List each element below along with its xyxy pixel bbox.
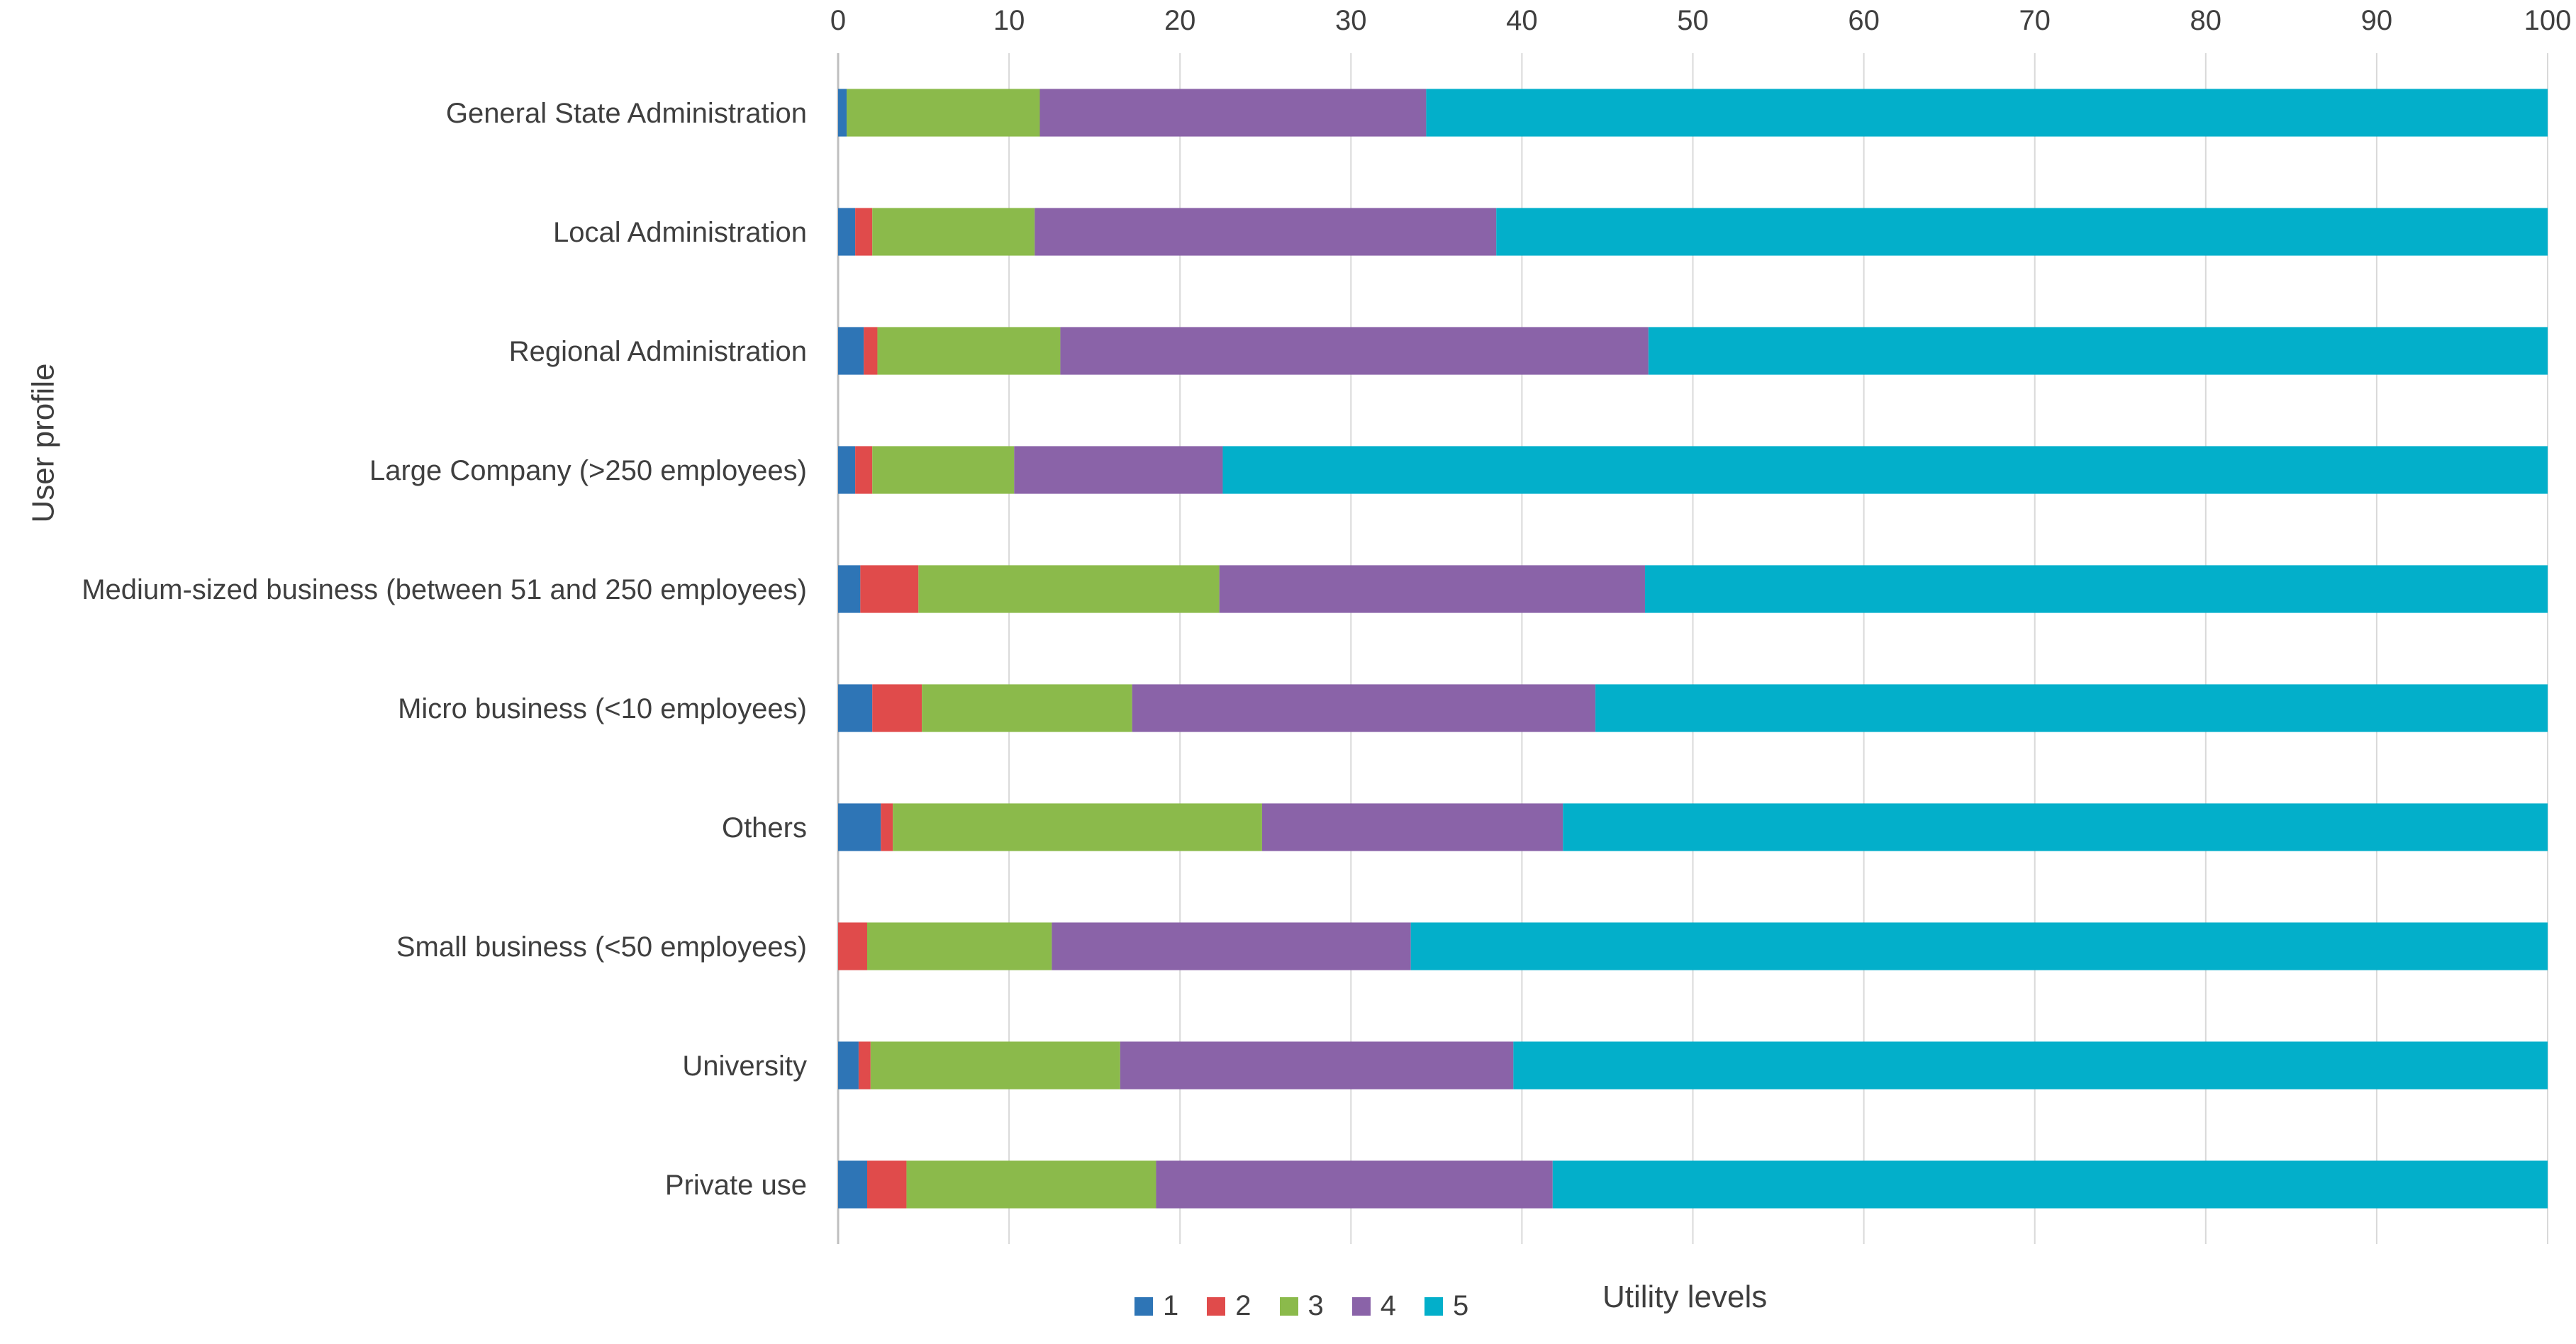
y-axis-categories: General State Administration Local Admini… xyxy=(82,98,807,1201)
category-label: Private use xyxy=(665,1170,807,1201)
bar-segment-level-5 xyxy=(1644,565,2548,613)
bars xyxy=(838,89,2548,1209)
bar-segment-level-2 xyxy=(872,684,922,732)
bar-segment-level-1 xyxy=(838,565,861,613)
bar-segment-level-4 xyxy=(1132,684,1596,732)
bar-segment-level-5 xyxy=(1552,1160,2548,1209)
bar-segment-level-1 xyxy=(838,684,873,732)
bar-segment-level-1 xyxy=(838,208,856,256)
category-label: Micro business (<10 employees) xyxy=(398,693,807,724)
bar-segment-level-2 xyxy=(866,1160,907,1209)
legend-item: 4 xyxy=(1351,1290,1396,1322)
bar-segment-level-5 xyxy=(1513,1041,2548,1090)
y-axis-title: User profile xyxy=(26,364,61,523)
bar-segment-level-3 xyxy=(906,1160,1156,1209)
bar-segment-level-5 xyxy=(1595,684,2548,732)
bar-segment-level-3 xyxy=(866,922,1052,970)
category-label: Local Administration xyxy=(553,217,807,248)
legend-swatch xyxy=(1134,1297,1153,1316)
bar-segment-level-1 xyxy=(838,89,847,137)
x-tick-label: 40 xyxy=(1506,5,1538,36)
bar-segment-level-3 xyxy=(872,208,1035,256)
bar-segment-level-3 xyxy=(847,89,1040,137)
legend-label: 5 xyxy=(1453,1290,1469,1321)
legend-swatch xyxy=(1351,1297,1371,1316)
category-label: Large Company (>250 employees) xyxy=(369,455,807,486)
bar-segment-level-5 xyxy=(1222,446,2548,494)
bar-segment-level-4 xyxy=(1120,1041,1514,1090)
bar-segment-level-3 xyxy=(922,684,1132,732)
category-label: Small business (<50 employees) xyxy=(396,931,807,963)
x-tick-label: 50 xyxy=(1677,5,1709,36)
x-tick-label: 90 xyxy=(2361,5,2393,36)
bar-segment-level-2 xyxy=(858,1041,871,1090)
legend-label: 2 xyxy=(1235,1290,1251,1321)
bar-segment-level-4 xyxy=(1060,327,1649,375)
x-tick-label: 70 xyxy=(2019,5,2051,36)
legend-swatch xyxy=(1207,1297,1226,1316)
bar-segment-level-3 xyxy=(872,446,1015,494)
bar-segment-level-3 xyxy=(877,327,1061,375)
bar-segment-level-4 xyxy=(1039,89,1427,137)
bar-segment-level-4 xyxy=(1052,922,1411,970)
legend-item: 5 xyxy=(1424,1290,1468,1322)
bar-segment-level-3 xyxy=(870,1041,1120,1090)
bar-segment-level-1 xyxy=(838,1160,867,1209)
bar-segment-level-2 xyxy=(855,446,873,494)
x-tick-label: 100 xyxy=(2524,5,2572,36)
bar-segment-level-2 xyxy=(860,565,919,613)
legend-item: 3 xyxy=(1279,1290,1324,1322)
x-tick-label: 0 xyxy=(830,5,846,36)
bar-segment-level-1 xyxy=(838,803,881,851)
x-axis-title: Utility levels xyxy=(1602,1279,1767,1315)
bar-segment-level-5 xyxy=(1410,922,2548,970)
x-axis-title-text: Utility levels xyxy=(1602,1279,1768,1314)
legend-label: 3 xyxy=(1307,1290,1324,1321)
legend-label: 1 xyxy=(1163,1290,1179,1321)
bar-segment-level-3 xyxy=(918,565,1220,613)
category-label: General State Administration xyxy=(446,98,807,129)
bar-segment-level-2 xyxy=(838,922,867,970)
bar-segment-level-2 xyxy=(881,803,893,851)
bar-segment-level-1 xyxy=(838,1041,859,1090)
x-tick-label: 60 xyxy=(1848,5,1880,36)
category-label: Others xyxy=(722,812,807,844)
bar-segment-level-5 xyxy=(1648,327,2548,375)
legend-label: 4 xyxy=(1380,1290,1396,1321)
bar-segment-level-4 xyxy=(1156,1160,1553,1209)
bar-segment-level-1 xyxy=(838,446,856,494)
bar-segment-level-2 xyxy=(855,208,873,256)
bar-segment-level-2 xyxy=(864,327,878,375)
legend: 1 2 3 4 5 xyxy=(1134,1290,1468,1322)
bar-segment-level-4 xyxy=(1261,803,1563,851)
bar-segment-level-3 xyxy=(893,803,1262,851)
bar-segment-level-5 xyxy=(1563,803,2548,851)
bar-segment-level-1 xyxy=(838,327,864,375)
legend-item: 2 xyxy=(1207,1290,1251,1322)
category-label: Medium-sized business (between 51 and 25… xyxy=(82,574,807,605)
x-tick-label: 80 xyxy=(2190,5,2222,36)
bar-segment-level-5 xyxy=(1426,89,2548,137)
bar-segment-level-4 xyxy=(1219,565,1645,613)
bar-segment-level-4 xyxy=(1014,446,1223,494)
category-label: Regional Administration xyxy=(509,336,807,367)
x-tick-label: 30 xyxy=(1335,5,1367,36)
x-tick-label: 10 xyxy=(993,5,1025,36)
legend-item: 1 xyxy=(1134,1290,1178,1322)
bar-segment-level-4 xyxy=(1035,208,1497,256)
category-label: University xyxy=(682,1051,807,1082)
x-axis-ticks: 0 10 20 30 40 50 60 70 80 90 100 xyxy=(830,5,2572,36)
bar-segment-level-5 xyxy=(1496,208,2548,256)
y-axis-title-text: User profile xyxy=(25,363,60,523)
x-tick-label: 20 xyxy=(1164,5,1196,36)
legend-swatch xyxy=(1424,1297,1443,1316)
legend-swatch xyxy=(1279,1297,1298,1316)
